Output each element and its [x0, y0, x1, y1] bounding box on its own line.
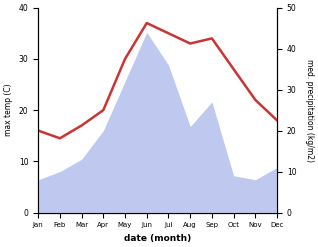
Y-axis label: med. precipitation (kg/m2): med. precipitation (kg/m2) — [305, 59, 314, 162]
X-axis label: date (month): date (month) — [124, 234, 191, 243]
Y-axis label: max temp (C): max temp (C) — [4, 84, 13, 136]
